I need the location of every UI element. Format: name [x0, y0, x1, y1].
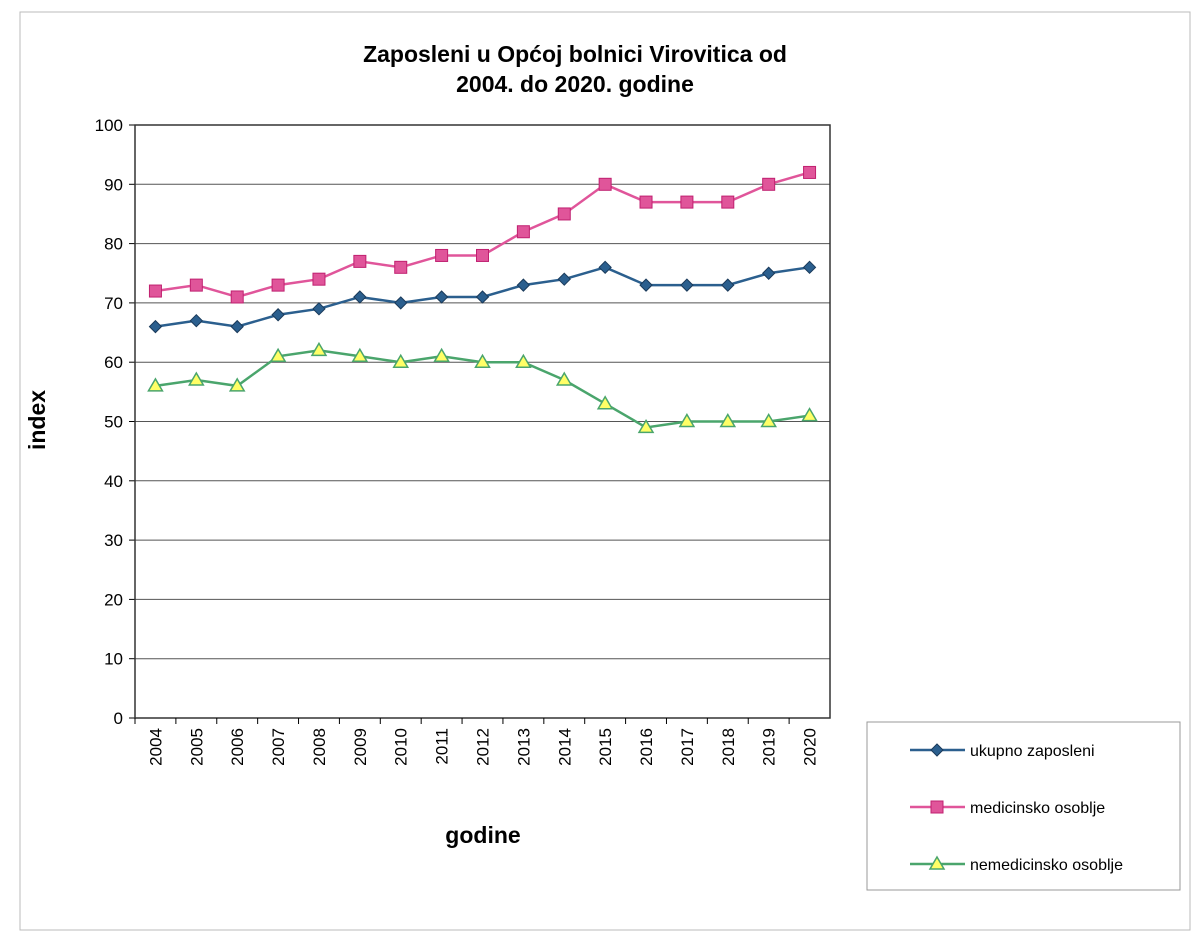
x-tick-label: 2013	[514, 728, 533, 766]
data-point	[271, 308, 285, 322]
data-point	[434, 290, 449, 304]
y-tick-label: 80	[104, 235, 123, 254]
y-axis-label: index	[24, 390, 50, 450]
data-point	[596, 395, 614, 410]
frame	[19, 11, 1191, 931]
y-tick-label: 50	[104, 413, 123, 432]
data-point	[721, 195, 735, 209]
y-tick-label: 60	[104, 353, 123, 372]
y-tick-label: 40	[104, 472, 123, 491]
y-tick-label: 100	[95, 116, 123, 135]
data-point	[189, 313, 204, 328]
x-tick-label: 2014	[555, 728, 574, 766]
x-tick-label: 2019	[760, 728, 779, 766]
data-point	[433, 347, 450, 363]
data-point	[803, 165, 817, 179]
data-point	[475, 290, 490, 304]
data-point	[230, 319, 244, 334]
data-point	[147, 377, 164, 392]
data-point	[719, 413, 737, 428]
x-axis-label: godine	[445, 822, 520, 848]
data-point	[353, 290, 367, 304]
data-point	[557, 207, 571, 221]
data-point	[394, 296, 408, 310]
data-point	[598, 260, 612, 275]
data-point	[801, 407, 818, 422]
x-tick-label: 2007	[269, 728, 288, 766]
data-point	[435, 248, 449, 262]
x-tick-label: 2018	[719, 728, 738, 766]
data-point	[598, 177, 612, 191]
y-tick-label: 10	[104, 650, 123, 669]
data-point	[228, 377, 246, 392]
data-point	[678, 413, 696, 428]
x-tick-label: 2010	[392, 728, 411, 766]
data-point	[637, 418, 655, 434]
x-tick-label: 2017	[678, 728, 697, 766]
x-tick-label: 2016	[637, 728, 656, 766]
data-point	[721, 278, 735, 292]
x-tick-label: 2008	[310, 728, 329, 766]
x-tick-label: 2009	[351, 728, 370, 766]
data-point	[516, 225, 530, 239]
data-point	[639, 278, 653, 292]
data-point	[639, 195, 653, 209]
legend-marker	[928, 855, 946, 870]
legend-label: nemedicinsko osoblje	[970, 857, 1123, 874]
data-point	[353, 254, 367, 268]
chart-title: 2004. do 2020. godine	[456, 71, 694, 97]
data-point	[188, 371, 205, 386]
y-tick-label: 20	[104, 590, 123, 609]
data-point	[474, 353, 491, 368]
x-tick-label: 2012	[474, 728, 493, 766]
data-point	[392, 353, 410, 368]
data-point	[310, 341, 328, 357]
x-tick-label: 2006	[228, 728, 247, 766]
y-tick-label: 90	[104, 175, 123, 194]
data-point	[269, 347, 287, 363]
legend-marker	[930, 743, 944, 757]
data-point	[312, 272, 326, 286]
y-tick-label: 0	[114, 709, 123, 728]
data-point	[148, 284, 162, 298]
data-point	[394, 260, 408, 274]
y-tick-label: 70	[104, 294, 123, 313]
data-point	[148, 319, 163, 334]
data-point	[555, 371, 573, 386]
x-tick-label: 2005	[187, 728, 206, 766]
data-point	[762, 177, 776, 191]
data-point	[802, 260, 817, 275]
data-point	[557, 272, 571, 286]
data-point	[189, 278, 203, 292]
legend-marker	[930, 800, 944, 814]
data-point	[680, 195, 694, 209]
plot-area	[134, 124, 831, 719]
data-point	[761, 266, 776, 280]
x-tick-label: 2015	[596, 728, 615, 766]
data-point	[476, 248, 489, 262]
data-point	[230, 290, 244, 304]
data-point	[515, 353, 532, 368]
chart-title: Zaposleni u Općoj bolnici Virovitica od	[363, 41, 787, 67]
data-point	[760, 413, 777, 428]
data-point	[516, 278, 531, 292]
data-point	[271, 278, 285, 292]
data-point	[680, 278, 694, 292]
x-tick-label: 2004	[146, 728, 165, 766]
x-tick-label: 2011	[433, 728, 452, 765]
legend-label: ukupno zaposleni	[970, 743, 1095, 760]
legend-label: medicinsko osoblje	[970, 800, 1105, 817]
y-tick-label: 30	[104, 531, 123, 550]
x-tick-label: 2020	[801, 728, 820, 766]
data-point	[312, 302, 326, 316]
data-point	[351, 347, 369, 363]
series-line	[155, 171, 810, 299]
